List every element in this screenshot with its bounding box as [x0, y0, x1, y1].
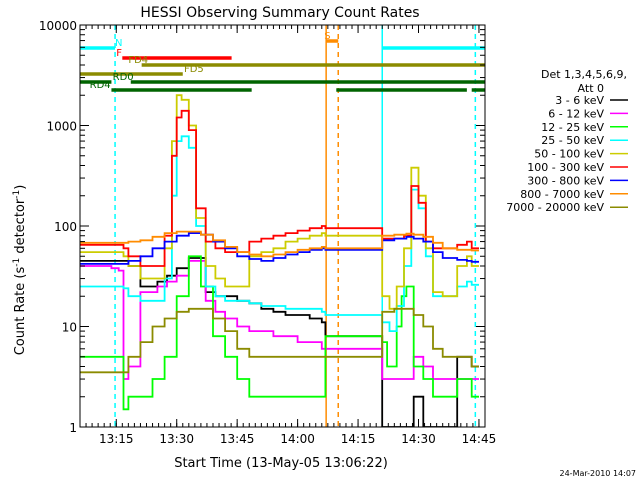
legend-label-6: 300 - 800 keV [527, 174, 604, 187]
y-axis-label-end: ) [13, 185, 28, 190]
y-axis-label-exp1: -1 [12, 258, 22, 267]
series-line-7 [80, 230, 479, 258]
series-line-2 [80, 255, 479, 411]
x-tick-label-4: 14:15 [341, 432, 376, 446]
legend-label-7: 800 - 7000 keV [520, 188, 604, 201]
y-tick-label-1: 10 [62, 321, 77, 335]
y-axis-label-main: Count Rate (s [13, 267, 28, 356]
x-tick-label-0: 13:15 [99, 432, 134, 446]
flag-label-rd0: RD0 [113, 72, 134, 83]
x-tick-label-1: 13:30 [159, 432, 194, 446]
y-tick-label-0: 1 [69, 421, 77, 435]
y-tick-label-4: 10000 [39, 19, 77, 33]
x-axis-label: Start Time (13-May-05 13:06:22) [174, 456, 388, 471]
flag-label-f: F [116, 48, 122, 59]
series-line-8 [80, 307, 479, 374]
legend-label-8: 7000 - 20000 keV [506, 201, 604, 214]
chart-title: HESSI Observing Summary Count Rates [140, 5, 419, 21]
flag-label-fd4: FD4 [128, 55, 148, 66]
legend-label-4: 50 - 100 keV [534, 148, 604, 161]
legend-header-2: Att 0 [578, 82, 604, 95]
y-axis-label: Count Rate (s-1 detector-1) [12, 185, 28, 356]
legend-header-1: Det 1,3,4,5,6,9, [541, 68, 627, 81]
flag-label-rd4: RD4 [90, 80, 111, 91]
x-tick-label-2: 13:45 [220, 432, 255, 446]
y-axis-label-exp2: -1 [12, 190, 22, 199]
y-axis: 1 10 100 1000 10000 [39, 19, 485, 435]
flag-label-s: S [324, 31, 330, 42]
series-line-0 [80, 257, 479, 427]
legend-label-2: 12 - 25 keV [541, 121, 604, 134]
flag-label-fd5: FD5 [184, 64, 204, 75]
x-tick-label-6: 14:45 [462, 432, 497, 446]
series-group [80, 25, 479, 427]
legend-label-1: 6 - 12 keV [548, 107, 604, 120]
x-tick-label-3: 14:00 [280, 432, 315, 446]
y-tick-label-2: 100 [54, 220, 77, 234]
x-axis: 13:15 13:30 13:45 14:00 14:15 14:30 14:45 [85, 25, 497, 446]
y-axis-label-mid: detector [13, 198, 28, 258]
flag-label-n: N [115, 38, 122, 49]
x-tick-label-5: 14:30 [401, 432, 436, 446]
footer-date: 24-Mar-2010 14:07 [560, 469, 637, 478]
legend-label-3: 25 - 50 keV [541, 134, 604, 147]
y-tick-label-3: 1000 [46, 120, 77, 134]
legend-label-5: 100 - 300 keV [527, 161, 604, 174]
series-line-5 [80, 109, 479, 267]
legend-label-0: 3 - 6 keV [555, 94, 604, 107]
